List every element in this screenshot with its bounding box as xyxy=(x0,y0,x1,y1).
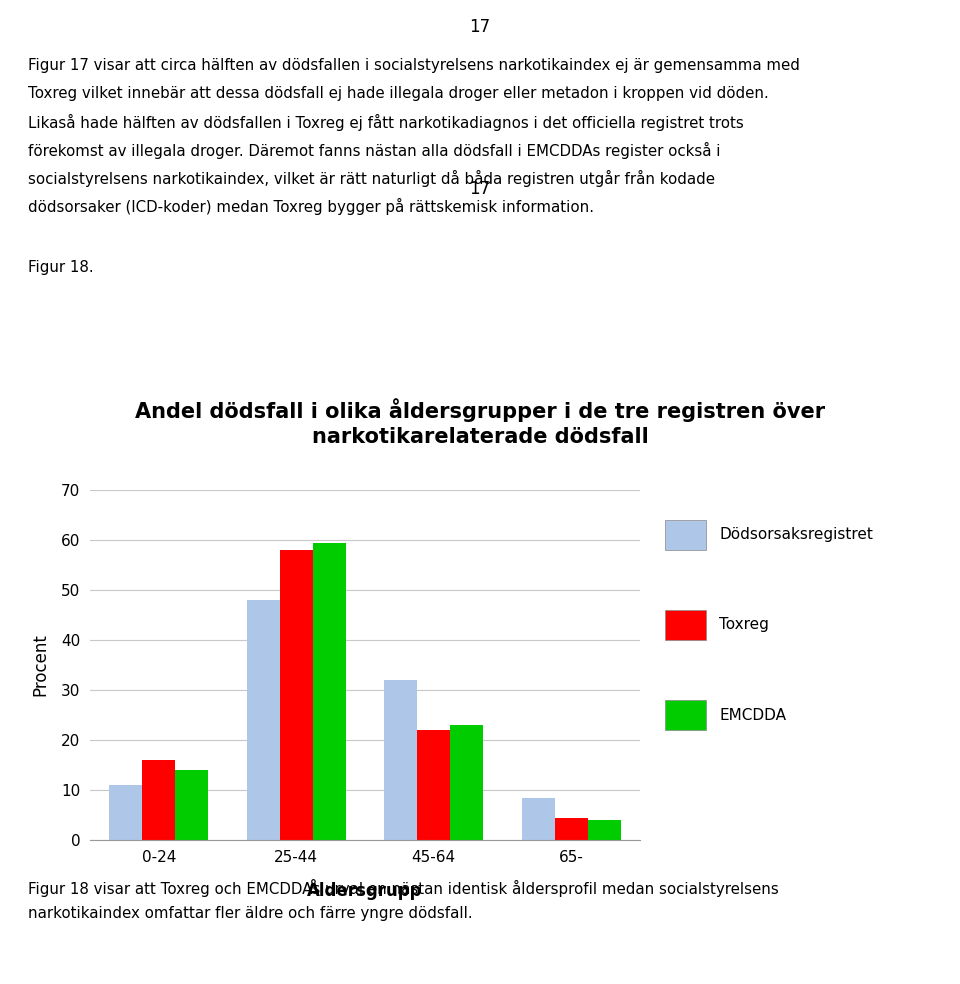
Bar xyxy=(418,730,450,840)
Text: 17: 17 xyxy=(469,18,491,36)
Bar xyxy=(665,610,706,640)
Text: Figur 18 visar att Toxreg och EMCDDAs urval en nästan identisk åldersprofil meda: Figur 18 visar att Toxreg och EMCDDAs ur… xyxy=(28,880,779,897)
Text: Dödsorsaksregistret: Dödsorsaksregistret xyxy=(719,527,874,542)
Bar xyxy=(555,818,588,840)
Text: EMCDDA: EMCDDA xyxy=(719,707,786,722)
Bar xyxy=(313,542,346,840)
Text: narkotikaindex omfattar fler äldre och färre yngre dödsfall.: narkotikaindex omfattar fler äldre och f… xyxy=(28,906,472,921)
Text: dödsorsaker (ICD‑koder) medan Toxreg bygger på rättskemisk information.: dödsorsaker (ICD‑koder) medan Toxreg byg… xyxy=(28,198,594,215)
Bar xyxy=(384,680,418,840)
X-axis label: Åldersgrupp: Åldersgrupp xyxy=(307,879,422,899)
Text: Toxreg: Toxreg xyxy=(719,618,769,633)
Text: 17: 17 xyxy=(469,180,491,198)
Text: Likaså hade hälften av dödsfallen i Toxreg ej fått narkotikadiagnos i det offici: Likaså hade hälften av dödsfallen i Toxr… xyxy=(28,114,744,131)
Bar xyxy=(176,770,208,840)
Bar xyxy=(247,600,279,840)
Bar xyxy=(588,820,621,840)
Bar xyxy=(279,550,313,840)
Text: Figur 17 visar att circa hälften av dödsfallen i socialstyrelsens narkotikaindex: Figur 17 visar att circa hälften av döds… xyxy=(28,58,800,73)
Y-axis label: Procent: Procent xyxy=(32,634,50,697)
Text: Andel dödsfall i olika åldersgrupper i de tre registren över
narkotikarelaterade: Andel dödsfall i olika åldersgrupper i d… xyxy=(135,398,825,447)
Text: Figur 18.: Figur 18. xyxy=(28,260,94,275)
Text: Toxreg vilket innebär att dessa dödsfall ej hade illegala droger eller metadon i: Toxreg vilket innebär att dessa dödsfall… xyxy=(28,86,769,101)
Bar xyxy=(521,797,555,840)
Bar xyxy=(142,760,176,840)
Bar xyxy=(109,785,142,840)
Bar xyxy=(665,520,706,550)
Bar xyxy=(450,725,483,840)
Text: socialstyrelsens narkotikaindex, vilket är rätt naturligt då båda registren utgå: socialstyrelsens narkotikaindex, vilket … xyxy=(28,170,715,187)
Bar xyxy=(665,700,706,730)
Text: förekomst av illegala droger. Däremot fanns nästan alla dödsfall i EMCDDAs regis: förekomst av illegala droger. Däremot fa… xyxy=(28,142,721,159)
